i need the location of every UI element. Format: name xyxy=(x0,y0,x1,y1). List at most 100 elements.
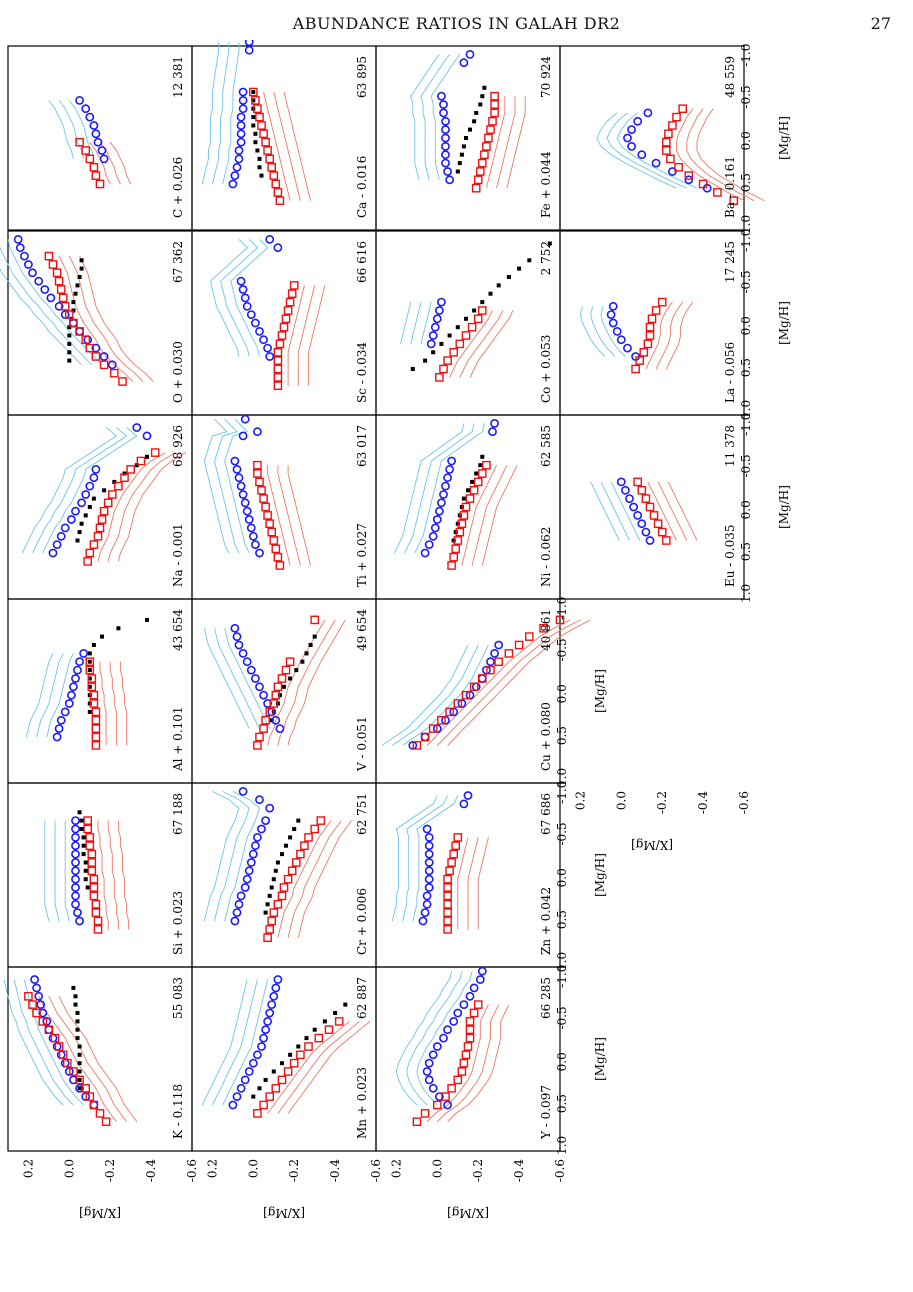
high-alpha-point xyxy=(253,741,262,750)
low-alpha-point xyxy=(75,1083,84,1093)
reference-point xyxy=(527,258,532,263)
low-alpha-point xyxy=(486,657,495,667)
low-alpha-point xyxy=(265,1008,275,1018)
envelope-line xyxy=(97,452,166,562)
low-alpha-point xyxy=(432,515,442,524)
panel-sc: Sc - 0.034 66 616 xyxy=(191,230,377,416)
reference-point xyxy=(91,496,96,501)
x-tick-label: 1.0 xyxy=(739,400,753,419)
envelope-line xyxy=(400,301,412,345)
element-label: C + 0.026 xyxy=(171,157,185,218)
low-alpha-point xyxy=(255,548,264,558)
x-tick-label: 1.0 xyxy=(555,1136,569,1155)
envelope-line xyxy=(97,820,109,930)
element-label: Co + 0.053 xyxy=(539,335,553,403)
high-alpha-point xyxy=(91,352,101,361)
high-alpha-point xyxy=(265,519,275,529)
high-alpha-point xyxy=(672,112,681,122)
low-alpha-point xyxy=(71,506,80,516)
reference-point xyxy=(73,994,78,999)
low-alpha-point xyxy=(432,314,442,324)
low-alpha-point xyxy=(637,150,647,160)
high-alpha-point xyxy=(287,289,297,299)
reference-point xyxy=(466,488,470,493)
x-tick-label: -0.5 xyxy=(555,1006,569,1029)
low-alpha-point xyxy=(422,824,432,834)
high-alpha-point xyxy=(637,486,647,495)
high-alpha-point xyxy=(465,1017,475,1026)
star-count: 66 285 xyxy=(539,977,553,1019)
y-tick-label: -0.4 xyxy=(512,1159,526,1183)
reference-point xyxy=(333,1011,338,1015)
reference-point xyxy=(83,860,88,865)
high-alpha-point xyxy=(56,285,66,294)
low-alpha-point xyxy=(15,243,25,253)
low-alpha-point xyxy=(230,623,240,633)
envelope-line xyxy=(58,996,138,1122)
high-alpha-point xyxy=(447,561,456,570)
low-alpha-point xyxy=(424,833,434,842)
low-alpha-point xyxy=(240,498,250,508)
envelope-line xyxy=(220,239,259,357)
low-alpha-point xyxy=(459,799,469,809)
reference-point xyxy=(480,94,485,99)
low-alpha-point xyxy=(242,301,252,311)
envelope-line xyxy=(496,96,516,189)
reference-point xyxy=(308,643,313,647)
envelope-line xyxy=(596,112,677,189)
panel-ti: Ti + 0.027 63 017 xyxy=(191,414,377,600)
low-alpha-point xyxy=(428,1083,438,1093)
low-alpha-point xyxy=(420,548,430,558)
envelope-line xyxy=(283,91,312,201)
high-alpha-point xyxy=(316,816,326,825)
envelope-line xyxy=(459,310,504,378)
low-alpha-point xyxy=(71,866,80,876)
envelope-line xyxy=(402,795,449,922)
envelope-line xyxy=(211,41,230,185)
y-tick-label: 0.2 xyxy=(573,791,587,810)
y-axis-label: [X/Mg] xyxy=(263,1206,305,1220)
low-alpha-point xyxy=(263,699,272,708)
low-alpha-point xyxy=(34,991,44,1001)
low-alpha-point xyxy=(616,335,626,345)
high-alpha-point xyxy=(653,519,663,529)
low-alpha-point xyxy=(91,343,101,353)
x-tick-label: 0.5 xyxy=(555,1094,569,1113)
reference-point xyxy=(312,1027,317,1032)
low-alpha-point xyxy=(424,858,434,867)
reference-point xyxy=(292,827,297,831)
low-alpha-point xyxy=(436,91,446,101)
high-alpha-point xyxy=(259,129,268,139)
high-alpha-point xyxy=(85,833,95,842)
reference-point xyxy=(87,505,92,509)
element-label: Fe + 0.044 xyxy=(539,151,553,218)
high-alpha-point xyxy=(310,824,320,834)
envelope-line xyxy=(485,96,506,189)
envelope-line xyxy=(287,465,312,566)
high-alpha-point xyxy=(662,536,671,545)
reference-point xyxy=(304,1036,309,1041)
reference-point xyxy=(251,1094,256,1099)
high-alpha-point xyxy=(457,519,467,529)
high-alpha-point xyxy=(91,900,101,909)
high-alpha-point xyxy=(263,511,272,520)
low-alpha-point xyxy=(246,665,256,675)
envelope-line xyxy=(224,790,261,922)
envelope-line xyxy=(117,452,187,562)
y-axis-label: [X/Mg] xyxy=(631,838,673,852)
reference-point xyxy=(67,341,72,346)
envelope-line xyxy=(457,837,469,930)
high-alpha-point xyxy=(296,1050,305,1060)
envelope-line xyxy=(46,653,74,738)
low-alpha-point xyxy=(439,100,448,109)
x-tick-label: 1.0 xyxy=(555,768,569,787)
high-alpha-point xyxy=(44,1025,54,1034)
high-alpha-point xyxy=(514,640,524,650)
envelope-line xyxy=(645,301,673,370)
low-alpha-point xyxy=(13,234,23,244)
reference-point xyxy=(79,827,84,831)
low-alpha-point xyxy=(465,991,475,1001)
x-tick-label: 1.0 xyxy=(739,584,753,603)
reference-point xyxy=(77,275,82,279)
low-alpha-point xyxy=(238,87,248,97)
